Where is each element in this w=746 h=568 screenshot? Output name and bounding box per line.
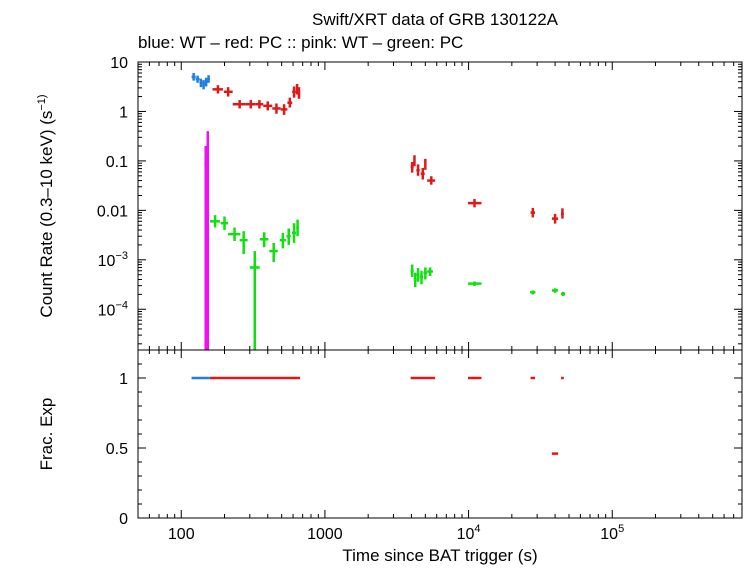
rate-y-axis-label: Count Rate (0.3–10 keV) (s−1) — [36, 94, 56, 317]
chart-title: Swift/XRT data of GRB 130122A — [312, 10, 559, 29]
frac-panel-frame — [137, 349, 743, 519]
x-tick-label: 104 — [457, 523, 481, 543]
series-pc-1 — [212, 83, 564, 224]
frac-y-tick-label: 0.5 — [106, 441, 128, 458]
x-axis-label: Time since BAT trigger (s) — [342, 546, 537, 565]
frac-y-axis-label: Frac. Exp — [37, 398, 56, 471]
rate-panel-frame — [137, 61, 743, 351]
rate-y-tick-label: 1 — [119, 104, 128, 121]
x-tick-label: 100 — [168, 526, 195, 543]
frac-y-tick-label: 0 — [119, 511, 128, 528]
rate-y-tick-label: 0.01 — [97, 203, 128, 220]
x-tick-label: 105 — [600, 523, 624, 543]
series-wt-2 — [204, 131, 210, 350]
rate-y-tick-label: 0.1 — [106, 154, 128, 171]
rate-y-tick-label: 10−4 — [98, 299, 128, 319]
frac-y-tick-label: 1 — [119, 371, 128, 388]
series-pc-3 — [209, 215, 566, 350]
chart-subtitle: blue: WT – red: PC :: pink: WT – green: … — [138, 33, 463, 52]
x-tick-label: 1000 — [307, 526, 343, 543]
series-wt-0 — [191, 72, 210, 90]
rate-y-tick-label: 10 — [110, 55, 128, 72]
rate-y-tick-label: 10−3 — [98, 250, 128, 270]
